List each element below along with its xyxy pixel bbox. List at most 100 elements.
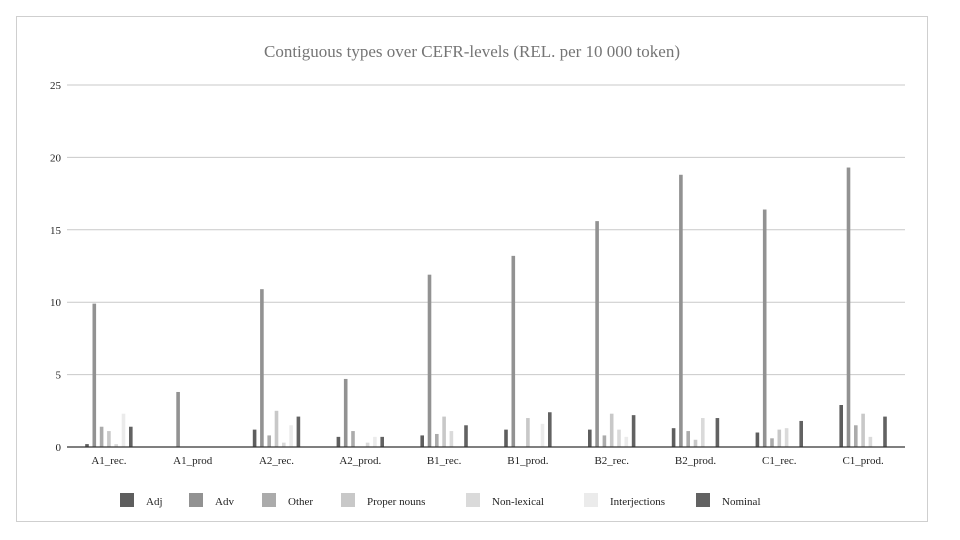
y-tick-label: 15 xyxy=(50,225,62,237)
legend-swatch xyxy=(584,493,598,507)
bar-nominal-b2-prod- xyxy=(715,418,720,447)
bar-proper-nouns-a1-rec- xyxy=(107,431,111,447)
x-tick-label: A2_prod. xyxy=(339,455,381,467)
x-tick-label: B1_rec. xyxy=(427,455,462,467)
bar-proper-nouns-b1-prod- xyxy=(526,418,530,447)
legend-swatch xyxy=(696,493,710,507)
legend-item-nominal: Nominal xyxy=(696,493,761,508)
bar-non-lexical-a2-rec- xyxy=(282,442,286,447)
legend-swatch xyxy=(262,493,276,507)
bar-adj-a2-prod- xyxy=(336,436,341,447)
bar-non-lexical-a1-rec- xyxy=(114,444,118,447)
bar-other-c1-prod- xyxy=(854,425,858,447)
bar-non-lexical-b2-prod- xyxy=(701,418,705,447)
legend-item-interjections: Interjections xyxy=(584,493,665,508)
legend-label: Nominal xyxy=(722,496,761,508)
gridlines xyxy=(67,84,905,376)
bar-non-lexical-b1-rec- xyxy=(449,431,454,447)
legend-label: Other xyxy=(288,496,313,508)
bar-adv-b2-prod- xyxy=(679,174,683,447)
bar-other-a2-prod- xyxy=(351,431,355,447)
x-tick-label: A1_rec. xyxy=(91,455,126,467)
x-tick-label: A2_rec. xyxy=(259,455,294,467)
y-tick-label: 0 xyxy=(56,442,62,454)
bar-nominal-b1-rec- xyxy=(464,425,468,447)
y-tick-label: 25 xyxy=(50,80,62,92)
x-tick-label: B2_rec. xyxy=(594,455,629,467)
bar-adj-a1-rec- xyxy=(85,444,89,447)
bar-interjections-a1-rec- xyxy=(121,413,126,447)
x-tick-label: C1_prod. xyxy=(842,455,884,467)
legend-item-other: Other xyxy=(262,493,313,508)
bar-nominal-b2-rec- xyxy=(631,415,636,447)
bar-adv-a1-prod xyxy=(176,391,180,447)
bar-chart: Contiguous types over CEFR-levels (REL. … xyxy=(50,42,905,508)
bar-adj-b2-rec- xyxy=(588,429,592,447)
y-tick-label: 20 xyxy=(50,152,62,164)
y-tick-label: 5 xyxy=(56,370,62,382)
bar-nominal-a2-prod- xyxy=(380,436,384,447)
bar-adv-c1-rec- xyxy=(762,209,767,447)
legend: Adj Adv Other Proper nouns Non-lexical Interj… xyxy=(120,493,761,508)
legend-swatch xyxy=(341,493,355,507)
legend-label: Interjections xyxy=(610,496,665,508)
bar-nominal-a1-rec- xyxy=(129,426,133,447)
bar-adv-a2-prod- xyxy=(343,378,348,447)
bar-nominal-c1-rec- xyxy=(799,420,803,447)
bar-adv-b2-rec- xyxy=(595,221,599,447)
bar-interjections-a2-prod- xyxy=(373,436,377,447)
bar-adj-b1-prod- xyxy=(504,429,508,447)
bar-proper-nouns-b1-rec- xyxy=(442,416,446,447)
bar-other-b2-rec- xyxy=(602,435,607,447)
bar-nominal-c1-prod- xyxy=(883,416,887,447)
x-tick-label: B2_prod. xyxy=(675,455,717,467)
x-tick-label: B1_prod. xyxy=(507,455,549,467)
chart-title: Contiguous types over CEFR-levels (REL. … xyxy=(264,42,680,61)
legend-item-non-lexical: Non-lexical xyxy=(466,493,544,508)
bar-non-lexical-b2-rec- xyxy=(617,429,621,447)
legend-swatch xyxy=(120,493,134,507)
bar-adv-c1-prod- xyxy=(846,167,851,447)
legend-item-adv: Adv xyxy=(189,493,234,508)
bar-non-lexical-c1-rec- xyxy=(784,428,789,447)
y-tick-label: 10 xyxy=(50,297,62,309)
x-tick-label: C1_rec. xyxy=(762,455,797,467)
bar-adv-a1-rec- xyxy=(92,303,97,447)
bars xyxy=(85,167,887,447)
bar-interjections-a2-rec- xyxy=(289,425,293,447)
bar-adj-c1-prod- xyxy=(839,405,843,447)
legend-label: Non-lexical xyxy=(492,496,544,508)
bar-adj-b1-rec- xyxy=(420,435,424,447)
bar-non-lexical-c1-prod- xyxy=(868,436,873,447)
legend-label: Proper nouns xyxy=(367,496,425,508)
bar-adv-a2-rec- xyxy=(260,289,264,447)
bar-other-a2-rec- xyxy=(267,435,271,447)
legend-swatch xyxy=(189,493,203,507)
legend-label: Adj xyxy=(146,496,163,508)
bar-adv-b1-rec- xyxy=(427,274,432,447)
bar-interjections-b1-prod- xyxy=(540,423,545,447)
legend-item-adj: Adj xyxy=(120,493,163,508)
bar-other-b2-prod- xyxy=(686,431,690,447)
bar-proper-nouns-a2-rec- xyxy=(274,410,279,447)
bar-proper-nouns-b2-rec- xyxy=(609,413,614,447)
bar-adj-b2-prod- xyxy=(671,428,676,447)
bar-non-lexical-a2-prod- xyxy=(365,442,370,447)
bar-other-c1-rec- xyxy=(770,438,774,447)
x-axis-ticks: A1_rec. A1_prod A2_rec. A2_prod. B1_rec. B1_p… xyxy=(91,455,884,467)
y-axis-ticks: 0 5 10 15 20 25 xyxy=(50,80,62,454)
x-tick-label: A1_prod xyxy=(173,455,213,467)
bar-adv-b1-prod- xyxy=(511,255,516,447)
legend-item-proper-nouns: Proper nouns xyxy=(341,493,425,508)
bar-adj-c1-rec- xyxy=(755,432,760,447)
bar-proper-nouns-b2-prod- xyxy=(693,439,698,447)
bar-proper-nouns-c1-prod- xyxy=(861,413,865,447)
bar-adj-a2-rec- xyxy=(252,429,257,447)
bar-other-b1-rec- xyxy=(435,433,439,447)
bar-proper-nouns-c1-rec- xyxy=(777,429,782,447)
bar-other-a1-rec- xyxy=(99,426,104,447)
legend-label: Adv xyxy=(215,496,234,508)
bar-interjections-b2-rec- xyxy=(624,436,629,447)
legend-swatch xyxy=(466,493,480,507)
chart-frame: Contiguous types over CEFR-levels (REL. … xyxy=(16,16,928,522)
